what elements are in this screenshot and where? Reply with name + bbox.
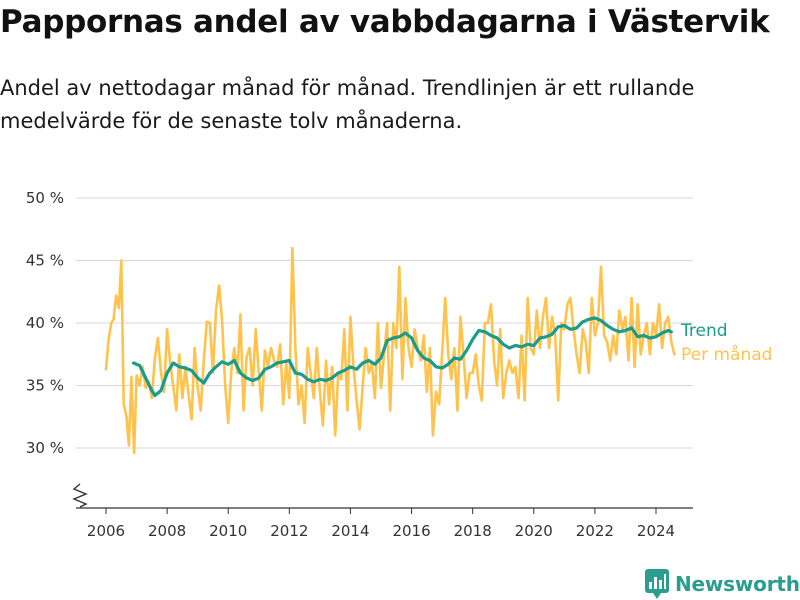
chart-title: Pappornas andel av vabbdagarna i Västerv…: [0, 4, 770, 40]
trend-line: [131, 316, 673, 398]
x-axis: 2006 2008 2010 2012 2014 2016 2018 2020 2022 2024: [76, 507, 693, 540]
y-tick-label: 40 %: [26, 314, 64, 332]
chart-subtitle: Andel av nettodagar månad för månad. Tre…: [0, 76, 695, 133]
y-axis: 30 % 35 % 40 % 45 % 50 %: [26, 189, 64, 457]
x-tick-label: 2014: [331, 522, 369, 540]
x-tick-label: 2024: [637, 522, 675, 540]
legend-trend: Trend: [680, 321, 728, 341]
y-tick-label: 35 %: [26, 377, 64, 395]
series-layer: [104, 246, 676, 455]
y-tick-label: 30 %: [26, 439, 64, 457]
x-tick-label: 2018: [454, 522, 492, 540]
x-tick-label: 2012: [270, 522, 308, 540]
y-tick-label: 45 %: [26, 252, 64, 270]
x-tick-label: 2016: [392, 522, 430, 540]
brand[interactable]: Newsworthy: [645, 569, 800, 599]
x-tick-label: 2006: [87, 522, 125, 540]
x-tick-label: 2008: [148, 522, 186, 540]
axis-break-icon: [72, 483, 88, 508]
legend: Trend Per månad: [680, 321, 772, 365]
brand-name: Newsworthy: [675, 572, 800, 596]
x-tick-label: 2010: [209, 522, 247, 540]
chart-svg: 30 % 35 % 40 % 45 % 50 % 2006 2008 2010 2012 201…: [26, 189, 773, 540]
grid-layer: [76, 197, 693, 449]
monthly-line: [104, 246, 676, 455]
x-tick-label: 2022: [576, 522, 614, 540]
legend-monthly: Per månad: [681, 344, 772, 365]
x-tick-label: 2020: [515, 522, 553, 540]
newsworthy-logo-icon: [645, 569, 669, 599]
y-tick-label: 50 %: [26, 189, 64, 207]
